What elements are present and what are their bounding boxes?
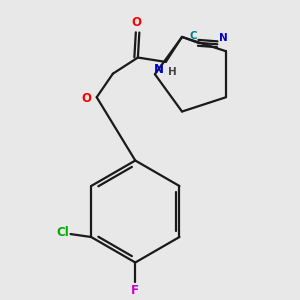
- Text: Cl: Cl: [56, 226, 69, 239]
- Text: N: N: [219, 33, 227, 43]
- Text: O: O: [81, 92, 92, 105]
- Text: N: N: [154, 63, 164, 76]
- Text: F: F: [131, 284, 139, 297]
- Text: C: C: [189, 31, 197, 41]
- Text: H: H: [168, 67, 177, 77]
- Text: O: O: [131, 16, 141, 29]
